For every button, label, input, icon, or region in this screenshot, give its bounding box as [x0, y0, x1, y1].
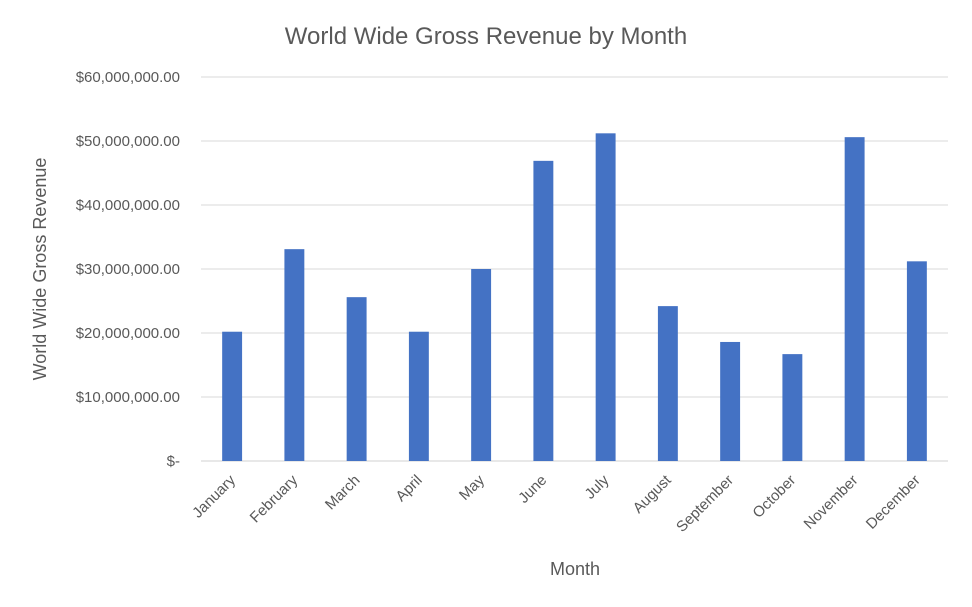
y-tick-label: $- — [167, 453, 180, 470]
bar-july — [595, 133, 616, 461]
y-axis-title: World Wide Gross Revenue — [30, 158, 50, 381]
y-tick-label: $40,000,000.00 — [76, 197, 180, 214]
bar-june — [533, 160, 554, 461]
x-tick-label: November — [800, 472, 861, 533]
y-tick-label: $20,000,000.00 — [76, 325, 180, 342]
bar-february — [284, 249, 305, 461]
x-tick-label: May — [456, 471, 488, 503]
x-tick-label: January — [189, 471, 239, 521]
bar-march — [346, 297, 367, 461]
x-tick-label: December — [863, 472, 924, 533]
x-tick-label: October — [749, 472, 799, 522]
bar-january — [222, 331, 243, 461]
bar-may — [471, 269, 492, 461]
x-tick-label: June — [515, 472, 550, 507]
x-tick-label: March — [322, 472, 363, 513]
y-tick-label: $60,000,000.00 — [76, 69, 180, 86]
bar-august — [657, 306, 678, 461]
x-axis-title: Month — [550, 559, 600, 579]
bar-november — [844, 137, 865, 461]
y-tick-label: $10,000,000.00 — [76, 389, 180, 406]
chart-title: World Wide Gross Revenue by Month — [285, 23, 687, 50]
x-axis-tick-labels: January February March April May June July Augu… — [189, 471, 924, 535]
y-tick-label: $50,000,000.00 — [76, 133, 180, 150]
bar-december — [906, 261, 927, 461]
gridlines — [201, 76, 948, 462]
x-tick-label: February — [247, 471, 302, 526]
bar-september — [720, 341, 741, 461]
x-tick-label: August — [630, 471, 676, 517]
bar-october — [782, 354, 803, 461]
x-tick-label: September — [673, 472, 737, 536]
x-tick-label: July — [582, 471, 613, 502]
y-tick-label: $30,000,000.00 — [76, 261, 180, 278]
x-tick-label: April — [392, 472, 425, 505]
y-axis-tick-labels: $- $10,000,000.00 $20,000,000.00 $30,000,00… — [76, 69, 180, 470]
bar-april — [408, 331, 429, 461]
bars — [222, 133, 927, 461]
